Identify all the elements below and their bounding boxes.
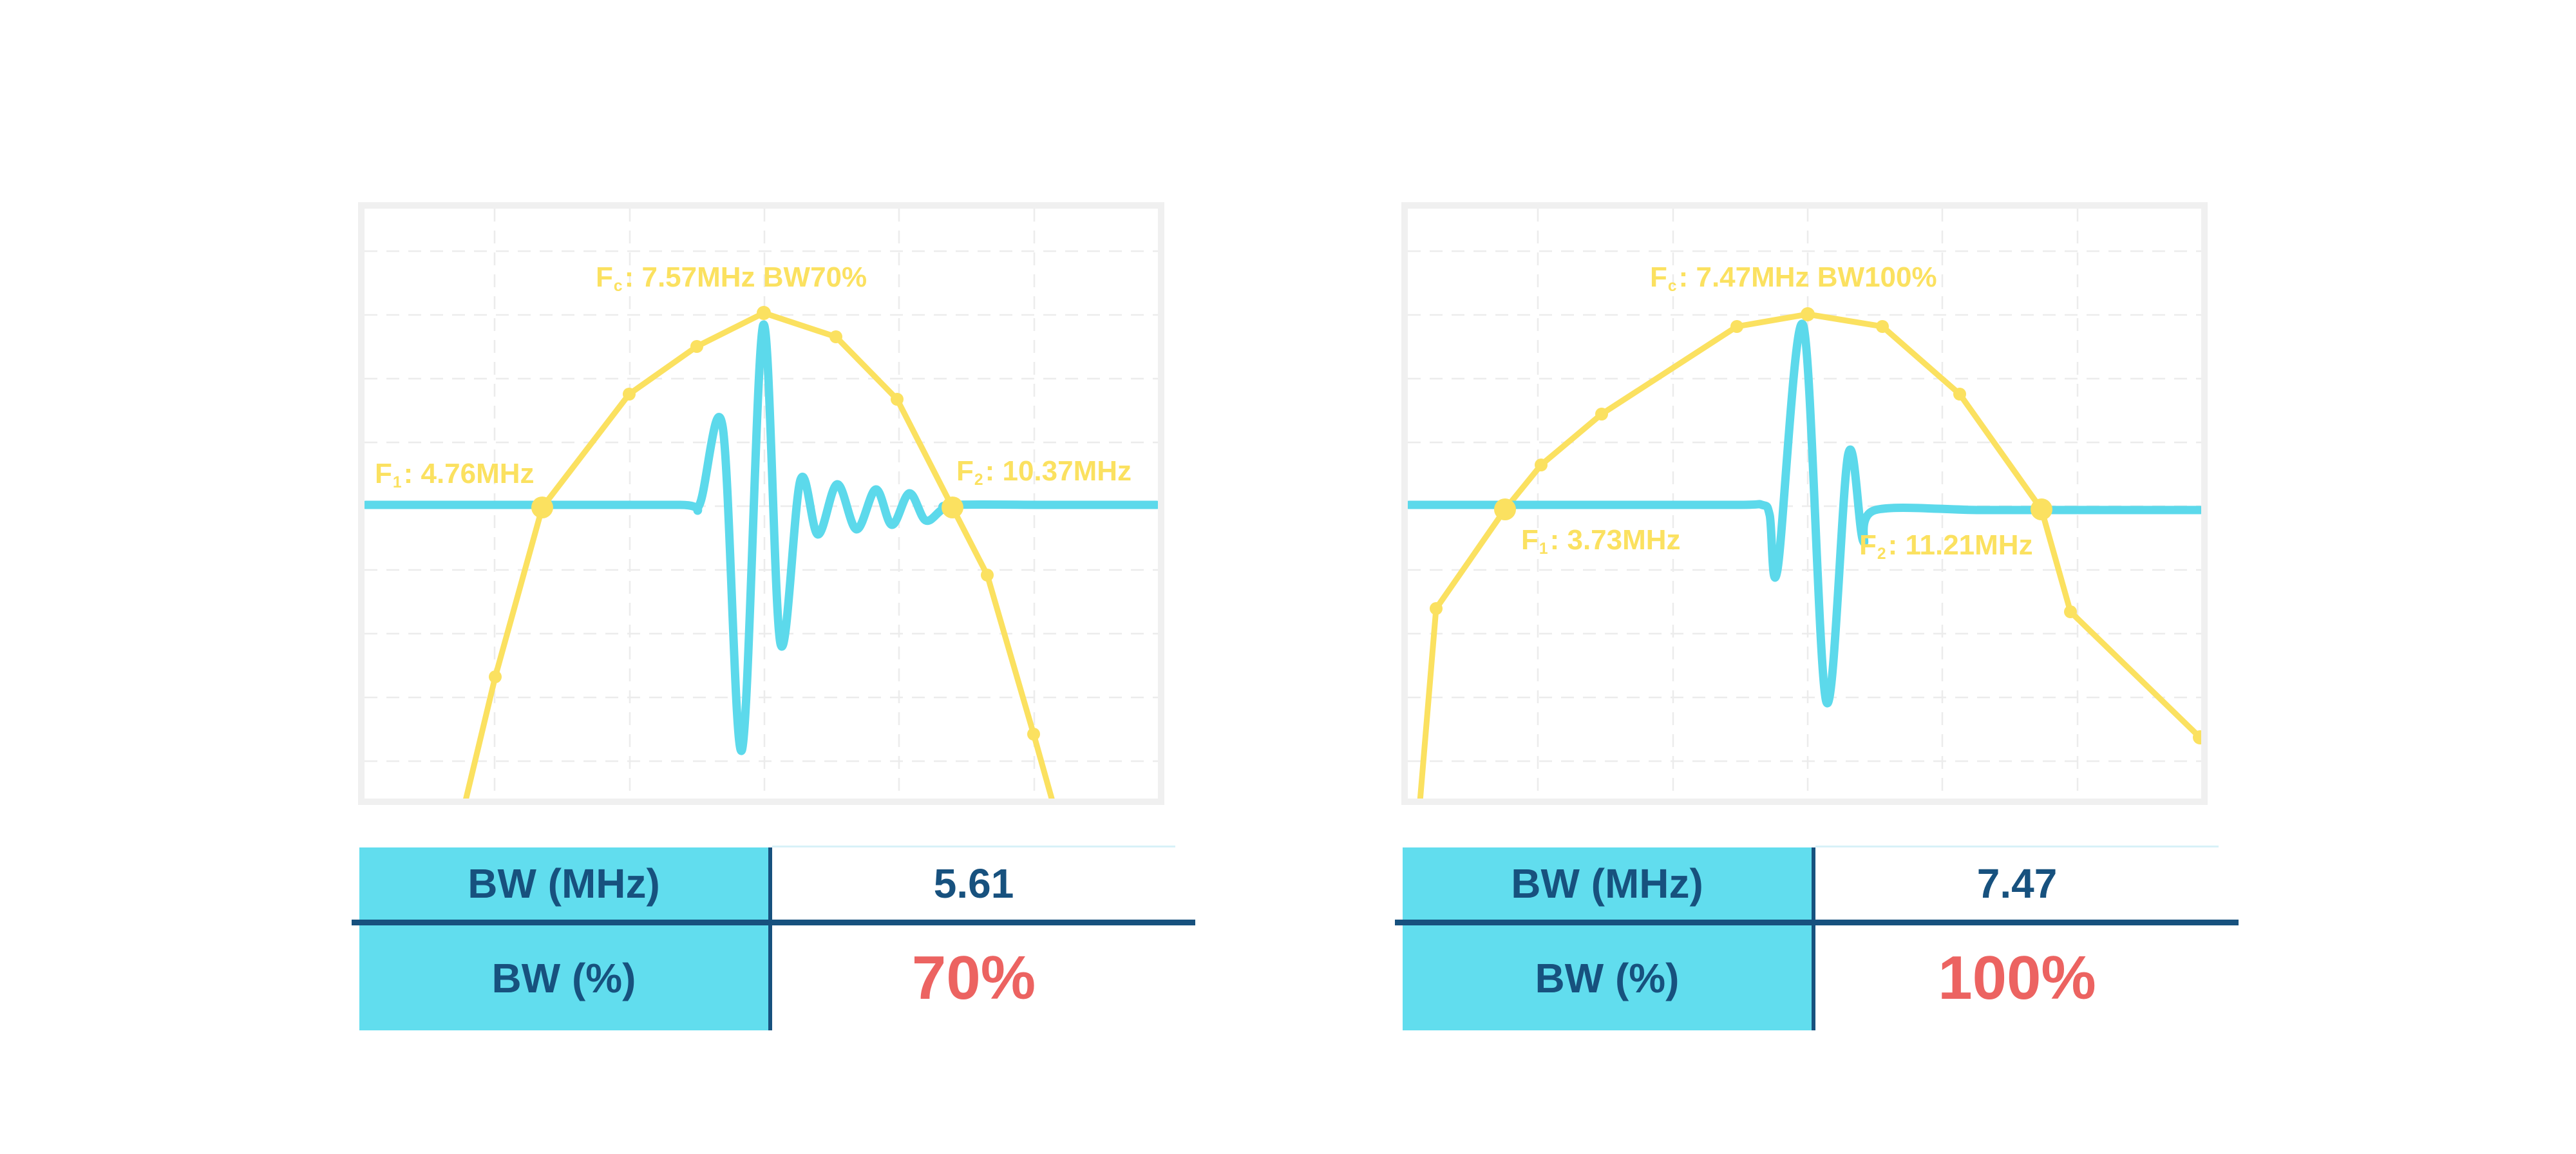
- bw-mhz-value-cell: 5.61: [772, 847, 1175, 920]
- table-top-accent-line: [1815, 846, 2219, 848]
- fc-value-text: : 7.47MHz BW100%: [1678, 261, 1937, 293]
- f1-annotation: F1: 4.76MHz: [375, 458, 535, 492]
- spectrum-data-point: [891, 393, 904, 406]
- spectrum-data-point: [1027, 728, 1040, 741]
- spectrum-data-point: [1801, 307, 1815, 321]
- fc-subscript: c: [613, 278, 623, 296]
- spectrum-data-point: [2064, 605, 2077, 618]
- spectrum-data-point: [829, 330, 842, 343]
- bw-pct-label-cell: BW (%): [359, 925, 768, 1030]
- chart-frame: [358, 202, 1164, 805]
- bw-pct-value: 100%: [1938, 943, 2096, 1012]
- bw-mhz-value: 7.47: [1976, 860, 2058, 907]
- spectrum-data-point: [489, 670, 502, 683]
- pulse-waveform: [365, 320, 1158, 755]
- bw-pct-value: 70%: [911, 943, 1036, 1012]
- spectrum-curve: [1417, 311, 2201, 799]
- bandwidth-table-100: BW (MHz) 7.47 BW (%) 100%: [1395, 846, 2239, 1030]
- f2-symbol: F: [956, 455, 974, 487]
- pulse-spectrum-chart-70: Fc: 7.57MHz BW70% F1: 4.76MHz F2: 10.37M…: [358, 202, 1164, 805]
- bw-pct-label: BW (%): [491, 954, 636, 1001]
- f2-subscript: 2: [974, 471, 983, 489]
- bw-mhz-label-cell: BW (MHz): [1403, 847, 1812, 920]
- bw-pct-label: BW (%): [1535, 954, 1680, 1001]
- bw-mhz-value: 5.61: [933, 860, 1014, 907]
- spectrum-data-point: [1595, 408, 1608, 421]
- bw-mhz-value-cell: 7.47: [1815, 847, 2219, 920]
- spectrum-data-point: [1953, 388, 1966, 401]
- spectrum-data-point: [1494, 498, 1516, 520]
- bw-mhz-label-cell: BW (MHz): [359, 847, 768, 920]
- pulse-spectrum-chart-100: Fc: 7.47MHz BW100% F1: 3.73MHz F2: 11.21…: [1401, 202, 2208, 805]
- spectrum-data-point: [1430, 602, 1443, 615]
- fc-subscript: c: [1667, 278, 1677, 296]
- spectrum-data-point: [1876, 320, 1889, 333]
- spectrum-data-point: [942, 497, 963, 518]
- pulse-waveform: [1408, 319, 2201, 708]
- fc-value-text: : 7.57MHz BW70%: [624, 261, 867, 293]
- chart-plot-area: [1401, 202, 2208, 805]
- spectrum-data-point: [2031, 498, 2052, 520]
- spectrum-data-point: [757, 306, 771, 320]
- f1-annotation: F1: 3.73MHz: [1521, 524, 1681, 558]
- f2-subscript: 2: [1877, 545, 1886, 563]
- f2-annotation: F2: 11.21MHz: [1859, 529, 2033, 563]
- table-column-divider: [1812, 847, 1815, 1030]
- chart-plot-area: [358, 202, 1164, 805]
- center-frequency-annotation: Fc: 7.57MHz BW70%: [596, 261, 867, 296]
- spectrum-data-point: [531, 497, 553, 518]
- f1-value-text: : 3.73MHz: [1549, 524, 1681, 556]
- f2-value-text: : 11.21MHz: [1888, 529, 2033, 561]
- f1-subscript: 1: [1539, 540, 1548, 558]
- spectrum-data-point: [2193, 730, 2201, 744]
- f2-value-text: : 10.37MHz: [985, 455, 1132, 487]
- f1-subscript: 1: [392, 474, 402, 492]
- table-column-divider: [768, 847, 772, 1030]
- bw-pct-value-cell: 100%: [1815, 925, 2219, 1030]
- table-row-divider: [352, 920, 1195, 925]
- spectrum-data-point: [1535, 459, 1548, 471]
- spectrum-data-point: [690, 340, 703, 353]
- fc-symbol: F: [1650, 261, 1667, 293]
- f2-symbol: F: [1859, 529, 1877, 561]
- fc-symbol: F: [596, 261, 613, 293]
- f1-value-text: : 4.76MHz: [403, 458, 535, 489]
- bw-mhz-label: BW (MHz): [1511, 860, 1703, 907]
- bw-pct-value-cell: 70%: [772, 925, 1175, 1030]
- spectrum-data-point: [1730, 320, 1743, 333]
- chart-frame: [1401, 202, 2208, 805]
- spectrum-data-point: [623, 388, 636, 401]
- f1-symbol: F: [1521, 524, 1539, 556]
- table-top-accent-line: [772, 846, 1175, 848]
- bw-mhz-label: BW (MHz): [468, 860, 660, 907]
- f2-annotation: F2: 10.37MHz: [956, 455, 1132, 489]
- bw-pct-label-cell: BW (%): [1403, 925, 1812, 1030]
- spectrum-data-point: [981, 569, 994, 582]
- center-frequency-annotation: Fc: 7.47MHz BW100%: [1650, 261, 1937, 296]
- f1-symbol: F: [375, 458, 392, 489]
- table-row-divider: [1395, 920, 2239, 925]
- bandwidth-table-70: BW (MHz) 5.61 BW (%) 70%: [352, 846, 1195, 1030]
- spectrum-curve: [463, 310, 1055, 799]
